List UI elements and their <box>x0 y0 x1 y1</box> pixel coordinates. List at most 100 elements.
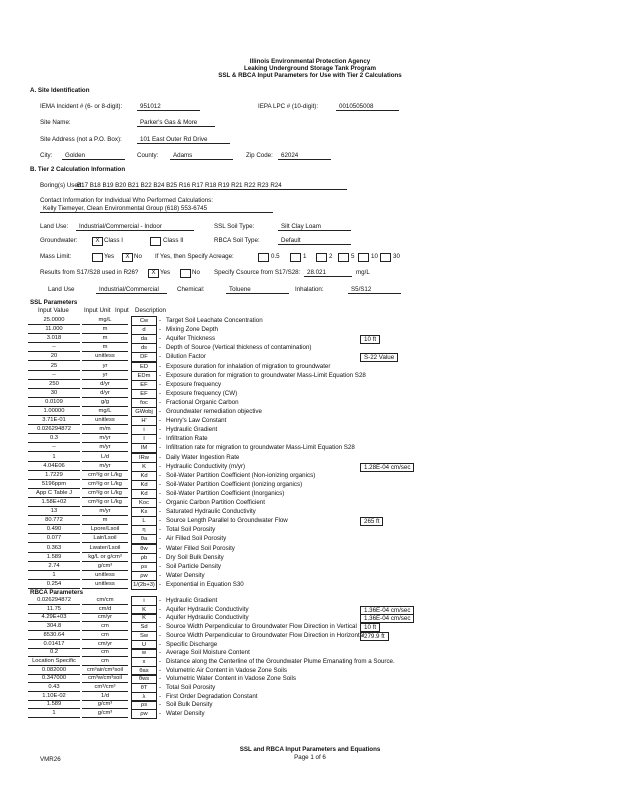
checkbox <box>338 253 349 262</box>
cell-unit: m/m <box>82 425 128 435</box>
description: Organic Carbon Partition Coefficient <box>166 499 265 506</box>
dash: - <box>159 398 162 406</box>
field-value: 28.021 <box>304 269 352 277</box>
cell-unit: cm/yr <box>82 640 128 649</box>
text: mg/L <box>356 269 370 276</box>
text: RBCA Soil Type: <box>214 237 260 244</box>
dash: - <box>159 435 162 443</box>
cell-unit: kg/L or g/cm³ <box>82 553 128 562</box>
cell-value: 4.29E+03 <box>28 613 80 623</box>
checkbox <box>358 253 369 262</box>
description: Exposure frequency (CW) <box>166 389 238 397</box>
dash: - <box>159 353 162 361</box>
text: 5 <box>351 253 355 260</box>
description: Total Soil Porosity <box>166 684 216 691</box>
field-value: Default <box>278 237 351 245</box>
description: Air Filled Soil Porosity <box>166 535 227 543</box>
section-heading: RBCA Parameters <box>30 589 84 596</box>
cell-unit: cm³/g or L/kg <box>82 480 128 489</box>
dash: - <box>159 640 162 648</box>
checkbox <box>380 253 391 262</box>
dash: - <box>159 508 162 516</box>
text: No <box>192 269 200 276</box>
checkbox <box>258 253 269 262</box>
field-value: Adams <box>170 152 233 160</box>
cell-value: 1 <box>28 709 80 719</box>
text: SSL Soil Type: <box>214 223 255 230</box>
cell-unit: cm <box>82 631 128 640</box>
cell-value: 30 <box>28 389 80 398</box>
cell-value: 3.018 <box>28 334 80 344</box>
description: Hydraulic Gradient <box>166 426 218 434</box>
footer: VMR26 <box>40 756 61 763</box>
description: Volumetric Air Content in Vadose Zone So… <box>166 666 287 674</box>
description: Exponential in Equation S30 <box>166 580 244 588</box>
description: Total Soil Porosity <box>166 526 216 534</box>
footer: SSL and RBCA Input Parameters and Equati… <box>239 746 381 753</box>
text: Results from S17/S28 used in R26? <box>40 269 139 276</box>
description: Mixing Zone Depth <box>166 326 218 334</box>
cell-unit: yr <box>82 371 128 380</box>
dash: - <box>159 517 162 525</box>
description: Volumetric Water Content in Vadose Zone … <box>166 675 296 683</box>
dash: - <box>159 544 162 552</box>
cell-value: App C Table J <box>28 489 80 498</box>
description: Exposure duration for migration to groun… <box>166 371 366 379</box>
cell-unit: g/g <box>82 398 128 407</box>
dash: - <box>159 317 162 324</box>
cell-value: 1.00000 <box>28 407 80 416</box>
cell-unit: d/yr <box>82 389 128 398</box>
field-value: Parker's Gas & More <box>137 119 215 127</box>
cell-unit: L/d <box>82 453 128 462</box>
note: 1.36E-04 cm/sec <box>360 614 415 624</box>
dash: - <box>159 426 162 434</box>
dash: - <box>159 408 162 415</box>
description: Daily Water Ingestion Rate <box>166 453 240 461</box>
field-value: Toluene <box>226 286 289 294</box>
cell-value: 1 <box>28 453 80 462</box>
text: 1 <box>303 253 307 260</box>
text: 30 <box>393 253 400 260</box>
cell-symbol: ρw <box>131 709 157 720</box>
description: Fractional Organic Carbon <box>166 398 239 406</box>
dash: - <box>159 710 162 718</box>
description: Water Density <box>166 710 205 718</box>
cell-value: 0.254 <box>28 580 80 589</box>
cell-value: 0.082000 <box>28 666 80 675</box>
text: Zip Code: <box>246 152 273 159</box>
description: Dry Soil Bulk Density <box>166 553 224 561</box>
cell-value: 20 <box>28 352 80 362</box>
cell-value: 25 <box>28 362 80 371</box>
dash: - <box>159 499 162 506</box>
text: IEPA LPC # (10-digit): <box>258 103 319 110</box>
cell-value: 25.0000 <box>28 316 80 325</box>
checkbox: X <box>92 237 103 246</box>
cell-unit: m/yr <box>82 507 128 517</box>
dash: - <box>159 335 162 343</box>
description: Soil-Water Partition Coefficient (Ionizi… <box>166 480 303 488</box>
description: Groundwater remediation objective <box>166 408 262 415</box>
description: Henry's Law Constant <box>166 417 227 425</box>
cell-value: -- <box>28 343 80 353</box>
field-value: Golden <box>62 152 125 160</box>
cell-unit: Lwater/Lsoil <box>82 544 128 553</box>
description: Aquifer Hydraulic Conductivity <box>166 614 249 622</box>
description: Soil-Water Partition Coefficient (Inorga… <box>166 489 285 497</box>
description: First Order Degradation Constant <box>166 692 258 700</box>
dash: - <box>159 675 162 683</box>
text: Boring(s) Used: <box>40 182 83 189</box>
cell-value: 0.3 <box>28 434 80 444</box>
column-header: Description <box>135 307 166 314</box>
description: Exposure frequency <box>166 380 222 388</box>
dash: - <box>159 480 162 488</box>
field-value: 101 East Outer Rd Drive <box>137 136 230 144</box>
cell-value: 0.490 <box>28 525 80 535</box>
cell-value: 1 <box>28 571 80 580</box>
field-value: 951012 <box>137 103 200 111</box>
cell-value: 11.000 <box>28 325 80 335</box>
cell-unit: g/cm³ <box>82 562 128 571</box>
field-value: Kelly Tiemeyer, Clean Environmental Grou… <box>40 205 273 213</box>
description: Aquifer Thickness <box>166 335 216 343</box>
dash: - <box>159 614 162 622</box>
checkbox: X <box>148 269 159 278</box>
